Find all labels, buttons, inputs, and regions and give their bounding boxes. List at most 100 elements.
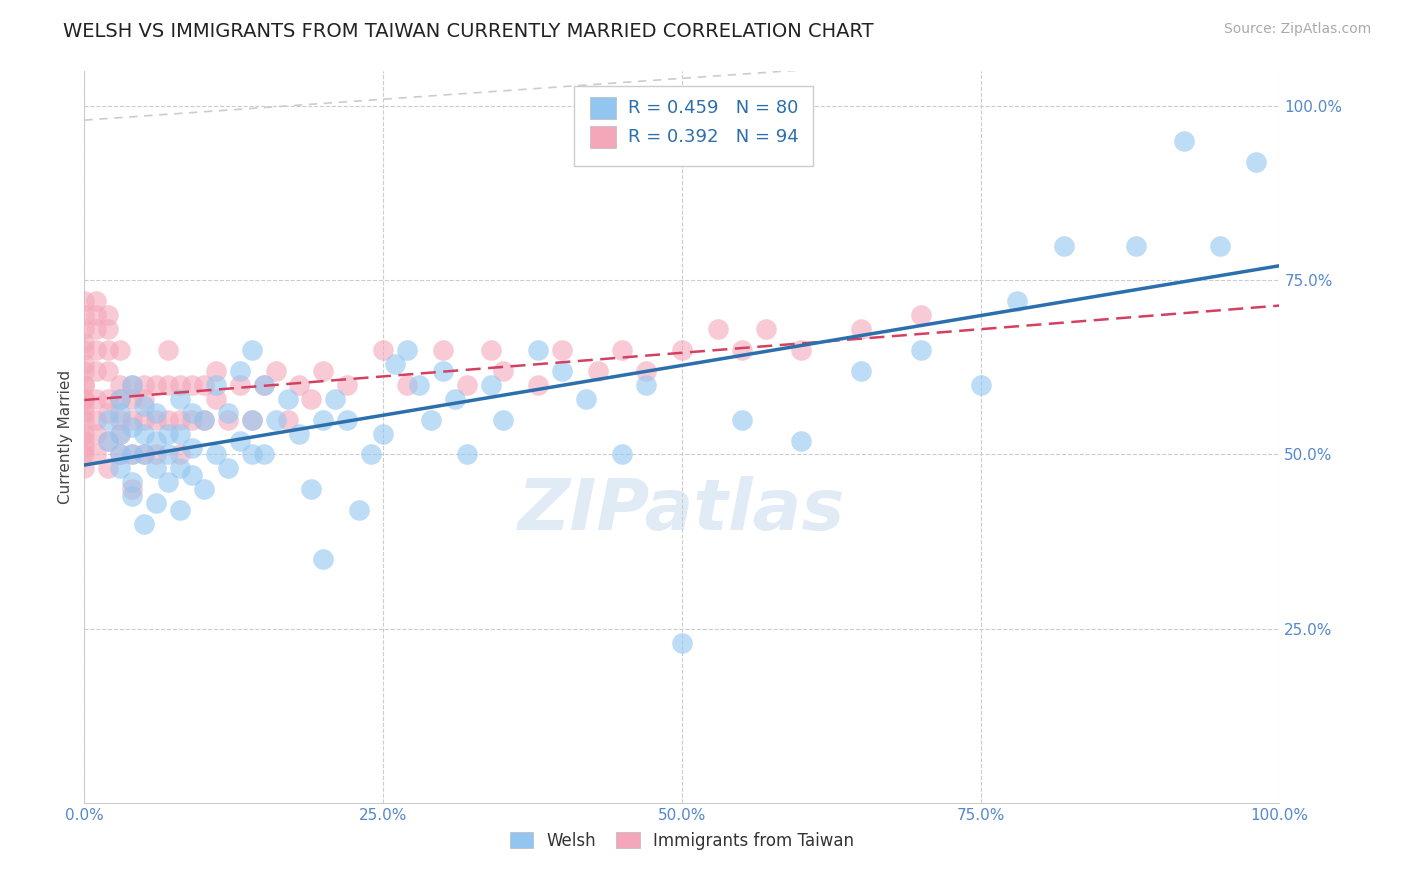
Point xyxy=(73,399,96,413)
Point xyxy=(73,412,96,426)
Point xyxy=(301,392,323,406)
Point xyxy=(456,448,478,462)
Point xyxy=(145,496,167,510)
Point xyxy=(588,364,610,378)
Point xyxy=(193,412,215,426)
Point xyxy=(373,343,395,357)
Point xyxy=(217,412,239,426)
Point xyxy=(73,308,96,322)
Point xyxy=(132,517,156,532)
Point xyxy=(253,448,276,462)
Point xyxy=(731,343,754,357)
Point xyxy=(240,343,263,357)
Point xyxy=(97,434,120,448)
Point xyxy=(73,448,96,462)
Point xyxy=(73,377,96,392)
Text: R = 0.459   N = 80: R = 0.459 N = 80 xyxy=(628,99,799,117)
Point xyxy=(110,426,132,441)
Point xyxy=(910,308,932,322)
Point xyxy=(288,377,311,392)
Point xyxy=(132,377,156,392)
Point xyxy=(253,377,276,392)
Point xyxy=(73,322,96,336)
Point xyxy=(121,377,143,392)
Point xyxy=(110,412,132,426)
Point xyxy=(169,377,191,392)
Point xyxy=(121,448,143,462)
Point xyxy=(349,503,371,517)
Point xyxy=(121,448,143,462)
Text: R = 0.392   N = 94: R = 0.392 N = 94 xyxy=(628,128,799,146)
Point xyxy=(73,377,96,392)
Point xyxy=(132,392,156,406)
Point xyxy=(132,448,156,462)
Point xyxy=(336,412,359,426)
Point xyxy=(132,426,156,441)
Point xyxy=(910,343,932,357)
Point xyxy=(157,448,180,462)
Point xyxy=(97,392,120,406)
Point xyxy=(312,552,335,566)
Point xyxy=(229,377,252,392)
Text: ZIPatlas: ZIPatlas xyxy=(519,475,845,545)
Point xyxy=(73,461,96,475)
Point xyxy=(181,406,204,420)
Point xyxy=(86,412,108,426)
Point xyxy=(432,364,454,378)
Point xyxy=(181,412,204,426)
Point xyxy=(73,392,96,406)
Point xyxy=(1005,294,1028,309)
Point xyxy=(97,308,120,322)
Point xyxy=(97,322,120,336)
Point xyxy=(970,377,993,392)
Point xyxy=(97,343,120,357)
Point xyxy=(336,377,359,392)
Point xyxy=(240,448,263,462)
Point xyxy=(612,343,634,357)
Point xyxy=(384,357,406,371)
Point xyxy=(1209,238,1232,252)
Point xyxy=(121,377,143,392)
Point xyxy=(527,343,550,357)
Point xyxy=(145,406,167,420)
Point xyxy=(193,377,215,392)
Point xyxy=(86,426,108,441)
Point xyxy=(217,406,239,420)
Point xyxy=(132,399,156,413)
Point xyxy=(205,364,228,378)
Point xyxy=(145,461,167,475)
Point xyxy=(240,412,263,426)
Point xyxy=(73,343,96,357)
Text: Source: ZipAtlas.com: Source: ZipAtlas.com xyxy=(1223,22,1371,37)
Point xyxy=(479,377,502,392)
FancyBboxPatch shape xyxy=(575,86,814,167)
Point xyxy=(373,426,395,441)
Point xyxy=(301,483,323,497)
Point xyxy=(408,377,430,392)
Point xyxy=(121,483,143,497)
Point xyxy=(110,448,132,462)
Point xyxy=(527,377,550,392)
Point xyxy=(325,392,347,406)
Point xyxy=(181,468,204,483)
Legend: Welsh, Immigrants from Taiwan: Welsh, Immigrants from Taiwan xyxy=(503,825,860,856)
Point xyxy=(636,377,658,392)
Point xyxy=(145,434,167,448)
Point xyxy=(157,343,180,357)
Point xyxy=(86,448,108,462)
Point xyxy=(755,322,778,336)
Point xyxy=(707,322,730,336)
Point xyxy=(612,448,634,462)
Point xyxy=(396,343,419,357)
Point xyxy=(312,364,335,378)
Point xyxy=(145,448,167,462)
Point xyxy=(145,412,167,426)
Point xyxy=(73,364,96,378)
Text: WELSH VS IMMIGRANTS FROM TAIWAN CURRENTLY MARRIED CORRELATION CHART: WELSH VS IMMIGRANTS FROM TAIWAN CURRENTL… xyxy=(63,22,875,41)
Point xyxy=(312,412,335,426)
Point xyxy=(1173,134,1195,148)
Point xyxy=(110,377,132,392)
Point xyxy=(193,483,215,497)
Point xyxy=(169,461,191,475)
Point xyxy=(264,412,287,426)
